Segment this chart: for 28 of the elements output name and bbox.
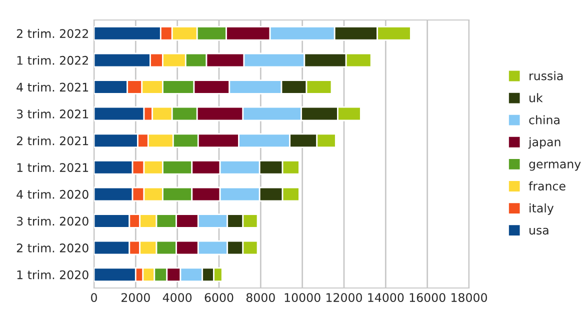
y-tick-label: 1 trim. 2020 — [17, 270, 88, 280]
y-tick-label: 1 trim. 2022 — [17, 56, 88, 65]
y-tick-label: 3 trim. 2020 — [16, 216, 88, 226]
legend-label: usa — [530, 228, 548, 235]
legend-label: uk — [530, 93, 543, 102]
y-tick-label: 2 trim. 2021 — [16, 136, 88, 146]
y-tick-label: 2 trim. 2020 — [16, 243, 88, 252]
legend-label: japan — [528, 137, 560, 149]
x-tick-label: 10000 — [284, 293, 320, 302]
x-tick-label: 14000 — [368, 293, 404, 302]
x-tick-label: 2000 — [122, 293, 150, 302]
x-tick-label: 16000 — [410, 293, 446, 302]
y-tick-label: 3 trim. 2021 — [16, 109, 88, 118]
x-tick-label: 4000 — [162, 293, 192, 302]
y-tick-label: 2 trim. 2022 — [16, 28, 88, 38]
y-tick-label: 1 trim. 2021 — [17, 162, 88, 172]
legend-label: russia — [530, 71, 563, 80]
legend-label: france — [528, 181, 566, 190]
y-tick-label: 4 trim. 2021 — [16, 82, 88, 92]
legend-label: germany — [529, 162, 581, 171]
x-tick-label: 0 — [91, 293, 97, 302]
x-tick-label: 6000 — [204, 293, 234, 302]
y-tick-label: 4 trim. 2020 — [16, 190, 88, 199]
x-tick-label: 12000 — [326, 293, 362, 302]
x-tick-label: 18000 — [452, 293, 487, 302]
legend-label: italy — [530, 203, 554, 215]
x-tick-label: 8000 — [246, 293, 275, 302]
legend-label: china — [529, 115, 560, 124]
